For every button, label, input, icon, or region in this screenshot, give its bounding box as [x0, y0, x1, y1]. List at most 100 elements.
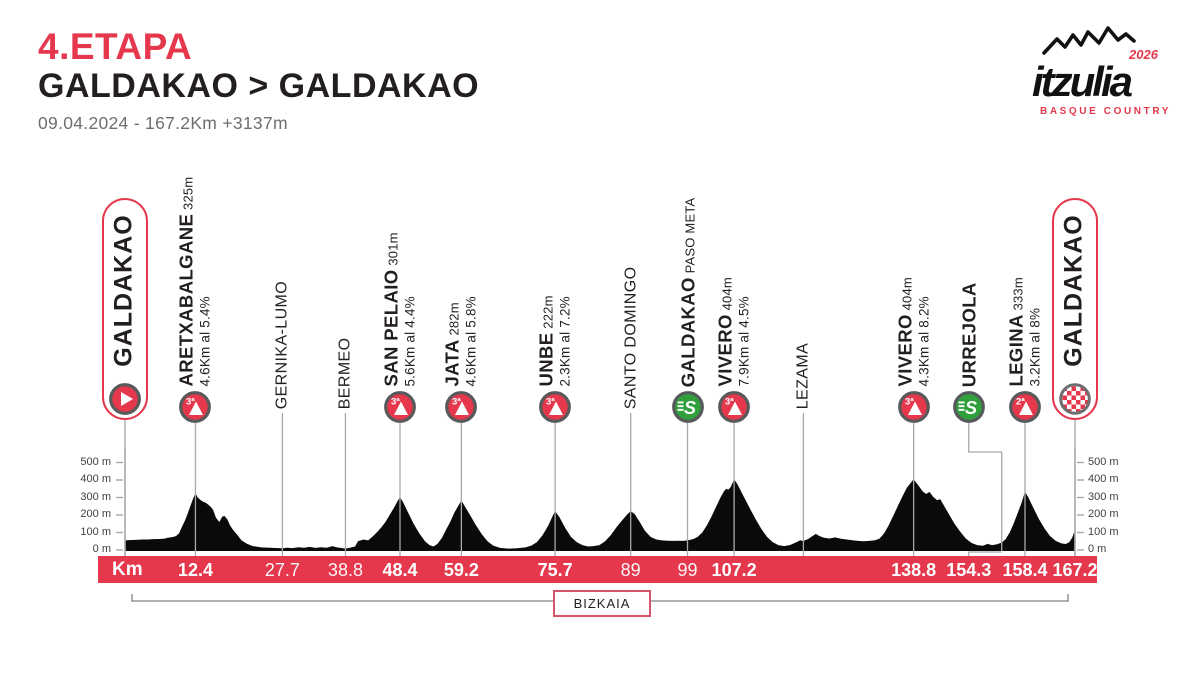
marker-connector-line [968, 421, 1003, 551]
km-value: 38.8 [327, 559, 363, 580]
km-value: 138.8 [891, 559, 937, 580]
climb-name: JATA [441, 339, 463, 387]
climb-altitude: 404m [899, 277, 915, 315]
climb-detail: 3.2Km al 8% [1027, 308, 1043, 387]
logo-year: 2026 [1128, 47, 1159, 62]
climb-altitude: 333m [1010, 277, 1026, 315]
svg-text:2ª: 2ª [1016, 397, 1025, 408]
climb-category-icon: 3ª [538, 390, 572, 424]
km-value: 59.2 [443, 559, 479, 580]
climb-detail: 2.3Km al 7.2% [557, 296, 573, 387]
cat-climb-icon: 3ª [445, 391, 478, 423]
itzulia-logo: 2026 itzulia BASQUE COUNTRY [1032, 26, 1170, 117]
cat-climb-icon: 2ª [1009, 391, 1041, 423]
finish-city-label: GALDAKAO [1060, 213, 1088, 367]
elevation-tick-label: 300 m [80, 490, 111, 503]
region-label: BIZKAIA [573, 596, 631, 611]
sprint-icon: S [671, 391, 704, 423]
elevation-tick-label: 400 m [80, 473, 111, 485]
climb-category-icon: 3ª [717, 390, 751, 424]
climb-name: VIVERO [714, 314, 736, 387]
stage-meta: 09.04.2024 - 167.2Km +3137m [38, 113, 288, 133]
elevation-tick-label: 500 m [80, 455, 111, 468]
town-name: SANTO DOMINGO [622, 266, 640, 409]
climb-category-icon: 3ª [444, 390, 478, 424]
km-bar-unit-label: Km [112, 559, 143, 580]
climb-name: LEGINA [1005, 314, 1027, 387]
svg-text:S: S [684, 398, 696, 418]
logo-wordmark: itzulia [1032, 58, 1133, 105]
climb-detail: 4.3Km al 8.2% [916, 296, 932, 387]
km-value: 89 [620, 559, 641, 580]
climb-category-icon: 3ª [178, 390, 212, 424]
elevation-tick-label: 200 m [80, 508, 111, 520]
finish-checker-icon [1058, 383, 1091, 415]
climb-category-icon: 3ª [383, 390, 417, 424]
cat-climb-icon: 3ª [718, 391, 750, 423]
climb-name: VIVERO [894, 314, 916, 387]
climb-category-icon: 2ª [1008, 390, 1042, 424]
climb-name: SAN PELAIO [380, 269, 402, 387]
climb-altitude: 301m [385, 232, 401, 270]
climb-name: UNBE [535, 332, 557, 387]
climb-detail: 7.9Km al 4.5% [736, 296, 752, 387]
town-name: BERMEO [337, 337, 355, 409]
climb-detail: 4.6Km al 5.8% [464, 296, 480, 387]
sprint-point-icon: S [671, 390, 705, 424]
stage-number-title: 4.ETAPA [38, 26, 193, 67]
town-name: LEZAMA [795, 342, 813, 409]
elevation-tick-label: 400 m [1088, 473, 1119, 485]
elevation-tick-label: 0 m [92, 543, 111, 555]
sprint-name: GALDAKAO [677, 276, 699, 387]
elevation-tick-label: 100 m [80, 525, 111, 538]
sprint-sub-label: PASO META [682, 197, 698, 277]
logo-mountains-icon [1042, 26, 1136, 55]
cat-climb-icon: 3ª [179, 391, 212, 423]
region-label-box: BIZKAIA [553, 590, 651, 617]
km-value: 75.7 [537, 559, 573, 580]
svg-text:S: S [965, 398, 977, 418]
km-value: 27.7 [264, 559, 300, 580]
start-play-icon [108, 383, 141, 415]
elevation-tick-label: 100 m [1088, 525, 1119, 538]
svg-text:3ª: 3ª [452, 397, 461, 408]
climb-altitude: 282m [446, 302, 462, 340]
start-pill: GALDAKAO [102, 198, 148, 420]
km-value: 158.4 [1002, 559, 1048, 580]
climb-detail: 5.6Km al 4.4% [402, 296, 418, 387]
svg-text:3ª: 3ª [391, 397, 400, 408]
km-value: 48.4 [382, 559, 418, 580]
elevation-tick-label: 0 m [1088, 543, 1107, 555]
sprint-point-icon: S [952, 390, 986, 424]
elevation-tick-label: 500 m [1088, 455, 1119, 468]
km-value: 107.2 [711, 559, 757, 580]
cat-climb-icon: 3ª [384, 391, 416, 423]
logo-subtitle: BASQUE COUNTRY [1040, 106, 1170, 117]
climb-altitude: 404m [719, 277, 735, 315]
sprint-icon: S [952, 391, 985, 423]
climb-category-icon: 3ª [897, 390, 931, 424]
svg-text:3ª: 3ª [546, 397, 555, 408]
start-city-label: GALDAKAO [110, 213, 138, 367]
elevation-tick-label: 300 m [1088, 490, 1119, 503]
svg-text:3ª: 3ª [725, 397, 734, 408]
town-name: GERNIKA-LUMO [274, 280, 292, 409]
climb-altitude: 325m [180, 177, 196, 215]
km-bar: Km 12.4 27.7 38.8 48.4 59.2 75.7 89 99 107.2 138.… [98, 556, 1098, 583]
finish-pill: GALDAKAO [1052, 198, 1098, 420]
cat-climb-icon: 3ª [897, 391, 930, 423]
route-title: GALDAKAO > GALDAKAO [38, 67, 480, 105]
elevation-tick-label: 200 m [1088, 508, 1119, 520]
km-value: 154.3 [946, 559, 992, 580]
climb-detail: 4.6Km al 5.4% [198, 296, 214, 387]
climb-name: ARETXABALGANE [175, 214, 197, 387]
svg-text:3ª: 3ª [905, 397, 914, 408]
cat-climb-icon: 3ª [539, 391, 572, 423]
profile-area [125, 479, 1075, 551]
climb-altitude: 222m [540, 295, 556, 333]
sprint-name: URREJOLA [958, 282, 980, 387]
svg-text:3ª: 3ª [186, 397, 195, 408]
km-value: 167.2 [1052, 559, 1098, 580]
km-value: 99 [677, 559, 698, 580]
